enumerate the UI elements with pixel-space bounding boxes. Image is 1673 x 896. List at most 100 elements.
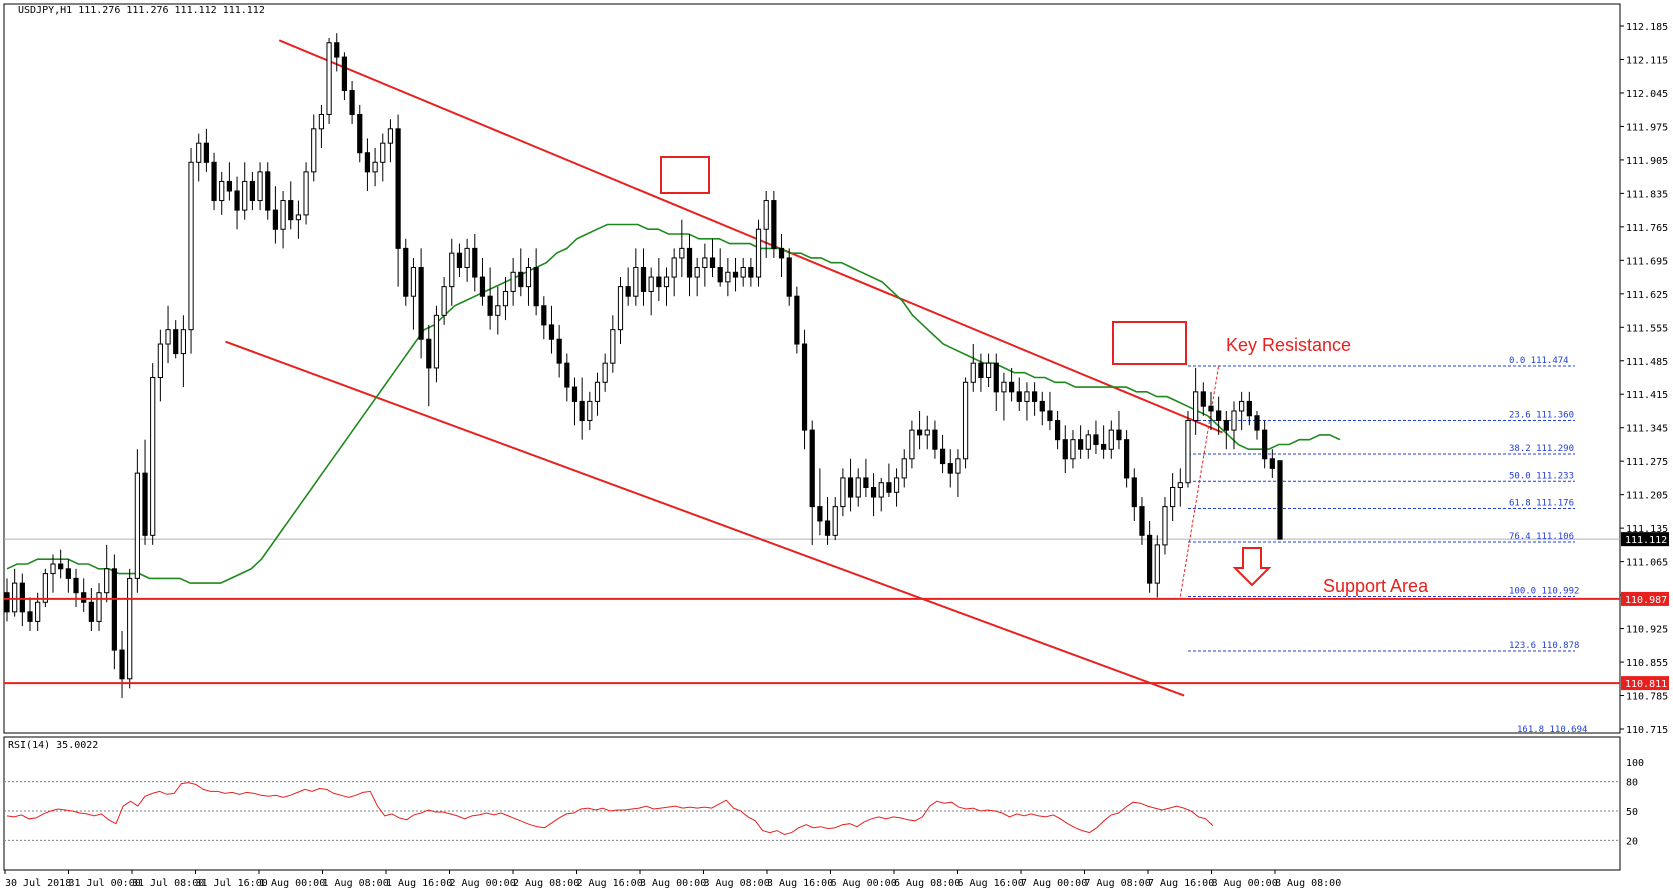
candle [472, 234, 478, 292]
candle [725, 257, 731, 297]
candle-body [533, 267, 539, 307]
candle-body [1170, 486, 1176, 508]
fib-label: 0.0 111.474 [1509, 356, 1569, 366]
candle [794, 286, 800, 354]
candle-body [127, 577, 133, 680]
candle-body [786, 257, 792, 297]
candle-body [226, 180, 233, 192]
candle [1139, 497, 1145, 545]
candle-body [180, 329, 186, 355]
candle [847, 458, 854, 512]
candle-body [824, 520, 831, 536]
candle-body [142, 472, 148, 536]
candle-body [916, 429, 923, 436]
y-tick-label: 112.115 [1626, 55, 1668, 66]
candle [1162, 497, 1168, 555]
candle [985, 353, 992, 388]
fib-label: 100.0 110.992 [1509, 587, 1579, 597]
candle [1116, 410, 1122, 450]
candle-body [993, 362, 999, 393]
candle [863, 458, 869, 498]
candle [1101, 425, 1107, 459]
candle-body [12, 582, 18, 613]
candle [640, 248, 647, 306]
candle-body [188, 161, 194, 331]
candle [372, 147, 378, 187]
moving-average-line [6, 223, 1341, 584]
candle-body [794, 295, 800, 345]
candle [1054, 410, 1061, 450]
fib-label: 50.0 111.233 [1509, 471, 1574, 481]
candle [12, 568, 18, 617]
candle [1277, 460, 1283, 540]
candle-body [962, 381, 969, 460]
candle [1108, 420, 1114, 459]
candle [656, 257, 662, 301]
candle [924, 415, 930, 450]
candle [1008, 367, 1015, 402]
candle [824, 497, 831, 545]
candle-body [617, 286, 624, 331]
rsi-axis-label: 50 [1626, 807, 1638, 818]
candle [709, 238, 716, 278]
candle-body [495, 305, 501, 316]
candle-body [518, 271, 524, 288]
support-price-label-1: 110.987 [1625, 595, 1667, 606]
candle-body [1093, 434, 1099, 445]
x-tick-label: 3 Aug 16:00 [767, 878, 833, 889]
candle-body [1070, 439, 1076, 460]
candle [686, 234, 693, 297]
y-tick-label: 110.925 [1626, 625, 1668, 636]
candle [801, 329, 808, 450]
candle [349, 80, 355, 125]
candle [617, 277, 624, 345]
candle-body [763, 200, 769, 230]
candle [978, 353, 984, 392]
candle-body [410, 267, 417, 297]
candle-body [311, 128, 317, 173]
candle [495, 286, 501, 335]
candle [249, 171, 256, 211]
candle [1170, 473, 1176, 521]
main-chart-frame [3, 3, 1621, 734]
candle-body [1262, 429, 1268, 460]
fib-label: 76.4 111.106 [1509, 532, 1574, 542]
candle-body [694, 267, 700, 278]
candle-body [303, 171, 309, 216]
candle [111, 554, 117, 670]
candle [456, 243, 463, 278]
candle [219, 171, 225, 215]
candle [571, 377, 578, 426]
candle-body [88, 601, 94, 622]
candle-body [525, 267, 532, 288]
candle-body [548, 324, 555, 340]
candle [502, 277, 509, 321]
candle [840, 468, 846, 517]
candle [433, 305, 440, 383]
candle [962, 377, 969, 469]
candle-body [1147, 534, 1153, 584]
candle [993, 353, 999, 411]
candle-body [909, 429, 915, 460]
candle-body [663, 276, 670, 288]
candle-body [280, 200, 286, 230]
candle-body [870, 486, 877, 498]
upper-channel-trendline [278, 39, 1223, 434]
fib-label: 23.6 111.360 [1509, 411, 1574, 421]
candle-body [96, 592, 102, 622]
rsi-axis-label: 80 [1626, 778, 1638, 789]
candle [909, 420, 915, 469]
candle-body [924, 429, 930, 436]
candle [441, 277, 447, 325]
candle [50, 554, 56, 593]
candle-body [1101, 443, 1107, 450]
candle-body [211, 161, 217, 202]
candle [134, 449, 140, 593]
candle-body [1031, 391, 1038, 402]
candle-body [679, 247, 685, 259]
candle [602, 353, 608, 392]
candle-body [1039, 400, 1045, 412]
x-tick-label: 6 Aug 16:00 [958, 878, 1024, 889]
candle-body [1216, 410, 1222, 422]
